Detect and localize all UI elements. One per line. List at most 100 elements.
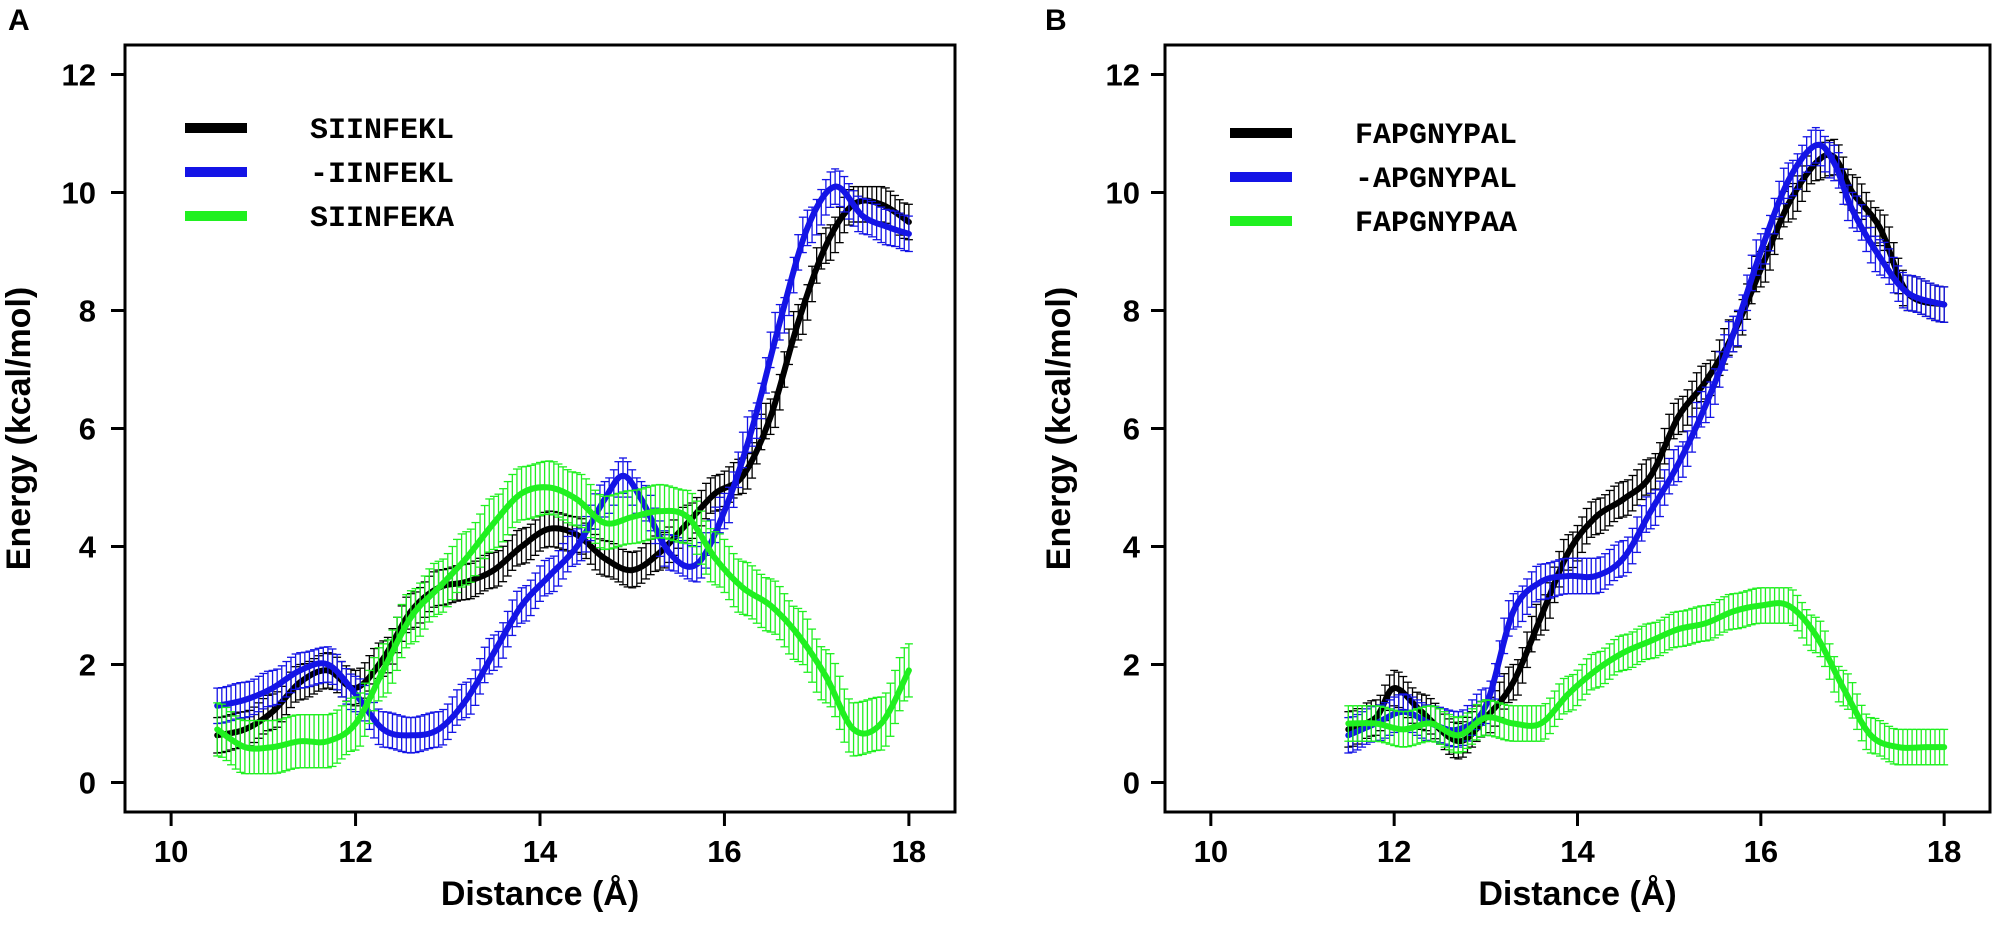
data-point — [1511, 609, 1516, 614]
data-point — [713, 491, 718, 496]
data-point — [1703, 379, 1709, 384]
data-point — [666, 550, 672, 555]
data-point — [1831, 160, 1837, 166]
y-tick-label: 10 — [1106, 176, 1140, 211]
data-point — [325, 739, 331, 744]
data-point — [1511, 680, 1516, 685]
data-point — [1703, 402, 1709, 408]
data-point — [1593, 668, 1599, 673]
data-point — [1941, 302, 1947, 307]
data-point — [436, 585, 441, 590]
data-point — [1566, 691, 1571, 697]
data-point — [768, 603, 773, 608]
data-point — [768, 414, 773, 419]
data-point — [1391, 685, 1397, 691]
data-point — [325, 662, 331, 667]
data-point — [547, 573, 552, 579]
x-tick-label: 16 — [707, 834, 741, 869]
data-point — [1758, 249, 1764, 254]
data-point — [242, 697, 248, 703]
data-point — [1923, 744, 1929, 750]
data-point — [1905, 290, 1910, 295]
data-point — [685, 514, 690, 520]
data-point — [713, 556, 718, 561]
x-tick-label: 10 — [154, 834, 188, 869]
data-point — [1621, 650, 1626, 655]
data-point — [408, 733, 414, 738]
data-point — [1593, 573, 1599, 579]
data-point — [381, 727, 386, 732]
data-point — [408, 615, 414, 620]
data-point — [381, 668, 386, 673]
panel-a: A 10 12 14 16 18 0 2 4 6 8 10 12 Distance (Å) Energy (… — [0, 4, 957, 913]
y-axis-title: Energy (kcal/mol) — [0, 287, 38, 570]
y-tick-label: 6 — [79, 412, 96, 447]
data-point — [620, 473, 626, 478]
panel-label: B — [1045, 4, 1067, 37]
panel-b: B 10 12 14 16 18 0 2 4 6 8 10 12 Distance (Å) Energy (… — [1040, 4, 1992, 913]
data-point — [491, 650, 497, 655]
legend: SIINFEKL -IINFEKL SIINFEKA — [185, 114, 454, 236]
y-tick-label: 10 — [62, 176, 96, 211]
data-point — [906, 668, 912, 673]
data-point — [630, 567, 635, 573]
data-point — [657, 508, 663, 514]
data-point — [1538, 615, 1544, 620]
data-point — [1566, 550, 1571, 555]
y-tick-label: 12 — [1106, 58, 1140, 93]
data-point — [1731, 331, 1736, 337]
data-point — [1676, 414, 1681, 419]
data-point — [1703, 621, 1709, 626]
data-point — [1648, 638, 1654, 644]
data-point — [1511, 721, 1516, 726]
data-point — [1676, 461, 1681, 467]
data-point — [464, 556, 469, 561]
legend-label: SIINFEKL — [310, 114, 454, 148]
data-point — [1813, 632, 1819, 638]
data-point — [1868, 733, 1874, 738]
data-point — [1731, 609, 1736, 614]
error-bars — [1344, 587, 1949, 766]
y-tick-label: 4 — [79, 530, 97, 565]
data-point — [860, 213, 865, 219]
y-tick-label: 6 — [1123, 412, 1140, 447]
data-point — [823, 243, 829, 248]
data-point — [298, 739, 303, 744]
data-point — [270, 709, 275, 714]
data-point — [851, 727, 856, 732]
data-point — [464, 697, 469, 703]
data-point — [1786, 603, 1791, 608]
data-point — [1483, 715, 1489, 720]
data-point — [491, 567, 497, 573]
data-point — [1841, 685, 1846, 691]
data-point — [436, 727, 441, 732]
data-point — [1538, 721, 1544, 726]
data-point — [298, 668, 303, 673]
x-tick-label: 18 — [1927, 834, 1961, 869]
data-point — [574, 544, 580, 549]
data-point — [832, 184, 838, 189]
data-point — [805, 225, 810, 231]
data-point — [1941, 744, 1947, 750]
data-point — [777, 320, 782, 325]
data-point — [1877, 255, 1883, 260]
x-tick-label: 14 — [523, 834, 558, 869]
series-line — [214, 484, 912, 752]
data-point — [574, 497, 580, 502]
error-bars — [213, 460, 913, 775]
data-point — [740, 473, 746, 478]
data-point — [1621, 497, 1626, 502]
data-point — [740, 585, 746, 590]
y-tick-label: 2 — [1123, 648, 1140, 683]
data-point — [1401, 727, 1406, 732]
data-point — [1813, 143, 1819, 148]
data-point — [242, 744, 248, 750]
panel-label: A — [8, 4, 30, 37]
series-2 — [1344, 587, 1949, 766]
x-tick-label: 14 — [1560, 834, 1595, 869]
x-tick-label: 10 — [1194, 834, 1228, 869]
data-point — [353, 721, 358, 726]
data-point — [796, 632, 801, 638]
data-point — [1896, 744, 1901, 750]
